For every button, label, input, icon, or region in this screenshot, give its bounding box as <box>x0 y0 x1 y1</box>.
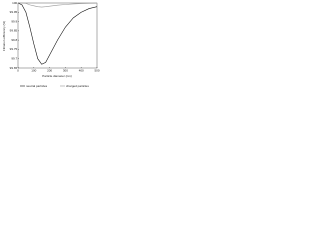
y-tick-label: 99.75 <box>10 47 18 51</box>
legend-label: neutral particles <box>26 84 48 88</box>
y-tick-label: 99.9 <box>11 19 17 23</box>
x-tick-label: 200 <box>47 68 52 72</box>
y-tick-label: 99.85 <box>10 29 18 33</box>
x-tick-label: 300 <box>63 68 68 72</box>
x-axis-label: Particle diameter (nm) <box>42 74 72 78</box>
x-tick-label: 500 <box>94 68 99 72</box>
x-tick-label: 0 <box>17 68 19 72</box>
line-series <box>18 2 98 8</box>
x-tick-label: 400 <box>79 68 84 72</box>
y-tick-label: 100 <box>12 1 17 5</box>
line-series <box>17 2 98 65</box>
legend-label: charged particles <box>66 84 89 88</box>
plot-frame <box>17 2 98 69</box>
page: {"chart_data": {"type": "line", "xlabel"… <box>0 0 100 93</box>
chart: Filtration efficiency (%) Particle diame… <box>2 1 100 88</box>
y-axis-label: Filtration efficiency (%) <box>2 21 6 51</box>
y-tick-label: 99.95 <box>10 10 18 14</box>
x-tick-label: 100 <box>31 68 36 72</box>
y-tick-label: 99.7 <box>11 57 17 61</box>
y-tick-label: 99.65 <box>10 66 18 70</box>
y-tick-label: 99.8 <box>11 38 17 42</box>
